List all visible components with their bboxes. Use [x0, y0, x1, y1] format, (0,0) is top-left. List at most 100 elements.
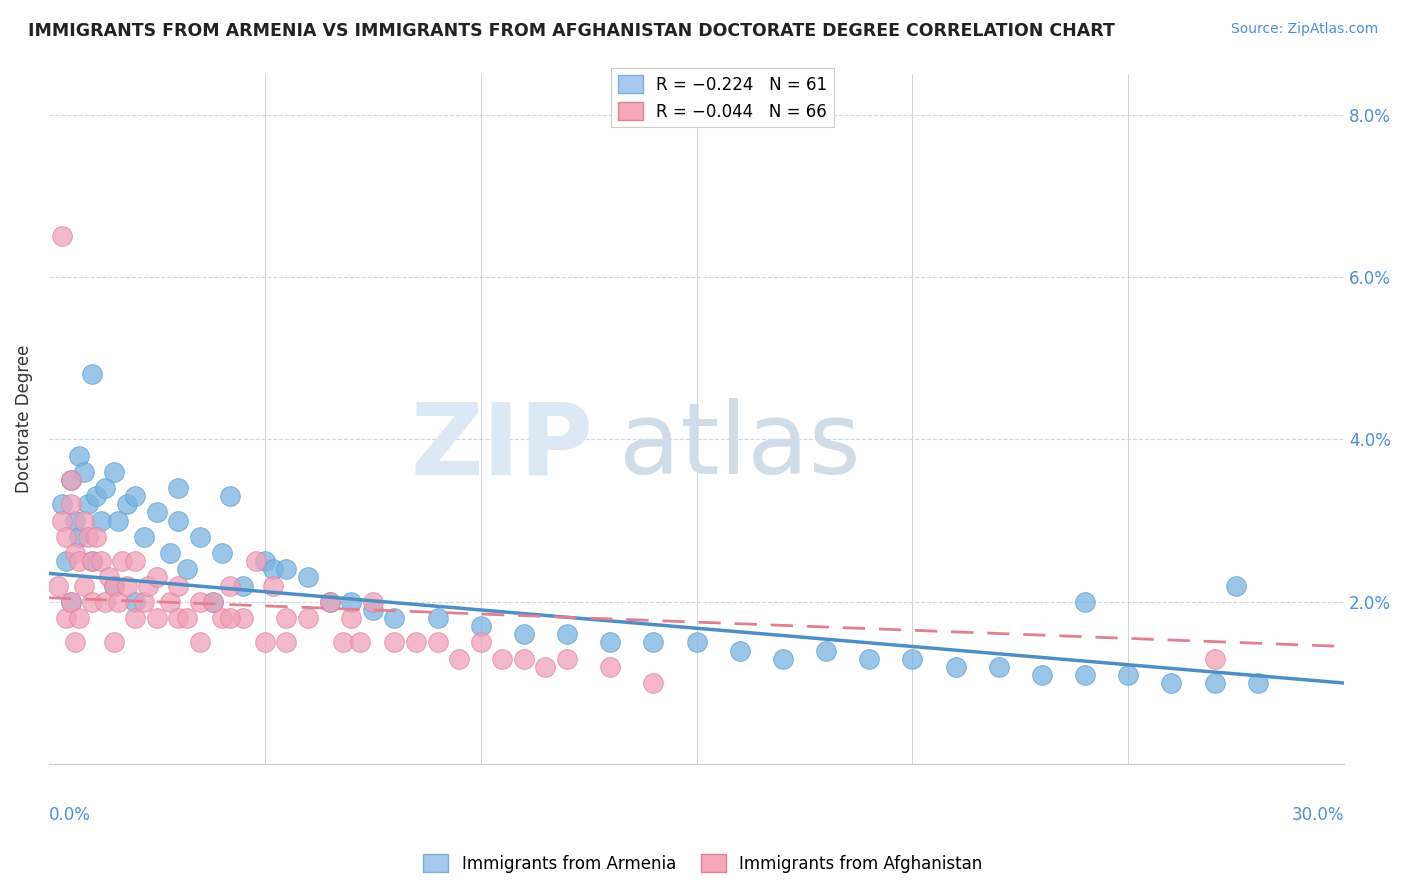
Point — [82, 595, 104, 609]
Point — [167, 481, 190, 495]
Point — [86, 489, 108, 503]
Point — [1031, 668, 1053, 682]
Point — [159, 595, 181, 609]
Point — [59, 473, 82, 487]
Point — [115, 497, 138, 511]
Point — [90, 554, 112, 568]
Point — [219, 611, 242, 625]
Point — [276, 611, 298, 625]
Point — [491, 651, 513, 665]
Point — [63, 546, 86, 560]
Point — [382, 611, 405, 625]
Point — [103, 578, 125, 592]
Point — [55, 554, 77, 568]
Point — [46, 578, 69, 592]
Point — [103, 465, 125, 479]
Point — [513, 627, 536, 641]
Point — [72, 465, 94, 479]
Point — [67, 530, 90, 544]
Point — [188, 530, 211, 544]
Point — [98, 570, 121, 584]
Point — [211, 546, 233, 560]
Point — [297, 570, 319, 584]
Point — [76, 497, 98, 511]
Point — [219, 578, 242, 592]
Point — [297, 611, 319, 625]
Point — [188, 595, 211, 609]
Point — [253, 635, 276, 649]
Point — [1074, 668, 1097, 682]
Point — [643, 635, 665, 649]
Point — [211, 611, 233, 625]
Point — [232, 611, 254, 625]
Point — [67, 449, 90, 463]
Point — [858, 651, 880, 665]
Text: ZIP: ZIP — [411, 398, 593, 495]
Point — [76, 530, 98, 544]
Point — [945, 660, 967, 674]
Point — [470, 619, 492, 633]
Point — [426, 635, 449, 649]
Point — [1116, 668, 1139, 682]
Point — [146, 611, 169, 625]
Point — [276, 562, 298, 576]
Point — [63, 635, 86, 649]
Point — [276, 635, 298, 649]
Point — [115, 578, 138, 592]
Point — [82, 554, 104, 568]
Point — [219, 489, 242, 503]
Point — [815, 643, 838, 657]
Text: IMMIGRANTS FROM ARMENIA VS IMMIGRANTS FROM AFGHANISTAN DOCTORATE DEGREE CORRELAT: IMMIGRANTS FROM ARMENIA VS IMMIGRANTS FR… — [28, 22, 1115, 40]
Point — [86, 530, 108, 544]
Point — [253, 554, 276, 568]
Point — [361, 603, 384, 617]
Point — [555, 651, 578, 665]
Point — [513, 651, 536, 665]
Point — [136, 578, 159, 592]
Point — [176, 562, 198, 576]
Point — [599, 635, 621, 649]
Point — [94, 595, 117, 609]
Point — [124, 554, 146, 568]
Point — [82, 368, 104, 382]
Point — [1074, 595, 1097, 609]
Point — [685, 635, 707, 649]
Point — [51, 497, 73, 511]
Point — [103, 635, 125, 649]
Point — [340, 595, 363, 609]
Point — [470, 635, 492, 649]
Point — [772, 651, 794, 665]
Point — [405, 635, 427, 649]
Point — [103, 578, 125, 592]
Point — [55, 530, 77, 544]
Point — [159, 546, 181, 560]
Point — [263, 578, 285, 592]
Point — [1204, 651, 1226, 665]
Point — [67, 611, 90, 625]
Point — [449, 651, 471, 665]
Point — [72, 514, 94, 528]
Point — [167, 611, 190, 625]
Point — [728, 643, 751, 657]
Point — [1204, 676, 1226, 690]
Point — [59, 595, 82, 609]
Point — [124, 595, 146, 609]
Point — [67, 554, 90, 568]
Point — [167, 514, 190, 528]
Point — [82, 554, 104, 568]
Point — [63, 514, 86, 528]
Point — [318, 595, 340, 609]
Point — [263, 562, 285, 576]
Point — [534, 660, 557, 674]
Point — [107, 595, 129, 609]
Point — [318, 595, 340, 609]
Point — [55, 611, 77, 625]
Point — [132, 595, 155, 609]
Point — [349, 635, 371, 649]
Legend: R = −0.224   N = 61, R = −0.044   N = 66: R = −0.224 N = 61, R = −0.044 N = 66 — [612, 69, 834, 128]
Point — [555, 627, 578, 641]
Point — [643, 676, 665, 690]
Point — [51, 229, 73, 244]
Point — [202, 595, 225, 609]
Point — [382, 635, 405, 649]
